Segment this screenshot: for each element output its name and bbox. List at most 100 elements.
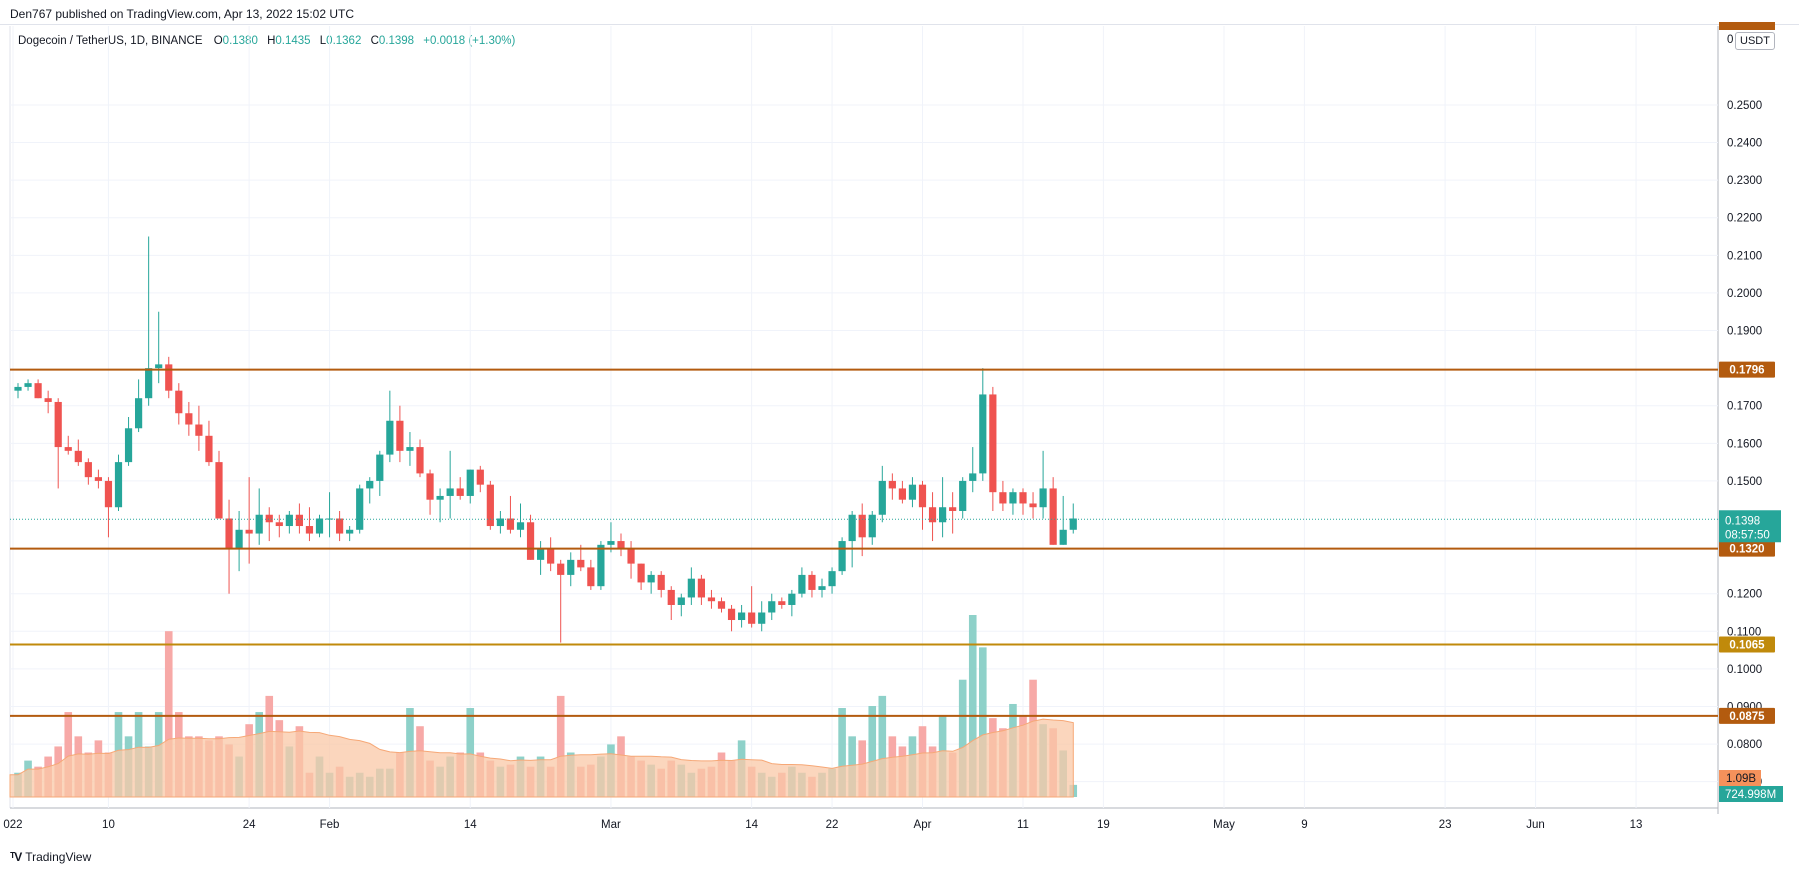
- candle-body: [547, 548, 555, 564]
- y-tick-label: 0.1700: [1727, 401, 1762, 413]
- volume-bar: [64, 712, 73, 797]
- candle-body: [1029, 503, 1037, 508]
- candle-body: [848, 514, 856, 542]
- volume-bar: [838, 708, 846, 797]
- candle-body: [456, 488, 464, 496]
- open-label: O: [213, 35, 223, 47]
- y-tick-label: 0.2400: [1727, 138, 1762, 150]
- candle-body: [617, 541, 625, 549]
- candle-body: [295, 514, 303, 527]
- candle-body: [717, 601, 726, 609]
- y-tick-label: 0.1900: [1727, 326, 1762, 338]
- candle-body: [577, 559, 585, 568]
- y-tick-label: 0.2500: [1727, 100, 1762, 112]
- candle-body: [275, 522, 283, 527]
- volume-last-badge: [1719, 786, 1783, 802]
- change-value: +0.0018 (+1.30%): [423, 35, 516, 47]
- candle-body: [838, 541, 846, 572]
- low-value: 0.1362: [326, 35, 362, 47]
- candle-body: [607, 541, 615, 545]
- last-price-badge: [1719, 510, 1781, 543]
- candle-body: [195, 424, 203, 436]
- candle-body: [557, 563, 565, 575]
- candle-body: [305, 526, 314, 534]
- y-tick-label: 0.2300: [1727, 175, 1762, 187]
- y-tick-label: 0.2000: [1727, 288, 1762, 300]
- x-tick-label: Feb: [320, 819, 340, 831]
- candle-body: [959, 480, 967, 511]
- branding-text: TradingView: [25, 850, 92, 864]
- candle-body: [94, 477, 102, 481]
- tradingview-logo[interactable]: ᵀV TradingView: [10, 850, 91, 864]
- candle-body: [647, 574, 655, 583]
- low-label: L: [319, 35, 327, 47]
- bar-countdown-label: 08:57:50: [1725, 529, 1770, 541]
- candle-body: [1039, 488, 1047, 508]
- y-tick-label-cut: 0: [1727, 34, 1733, 46]
- candle-body: [667, 589, 675, 605]
- candle-body: [1009, 492, 1017, 504]
- candle-body: [175, 390, 183, 414]
- high-label: H: [267, 35, 276, 47]
- level-price-label: 0.1320: [1729, 544, 1764, 556]
- x-tick-label: 24: [243, 819, 256, 831]
- candle-body: [74, 450, 82, 463]
- candle-body: [145, 368, 153, 399]
- candle-body: [587, 567, 595, 587]
- candle-body: [235, 529, 243, 549]
- x-tick-label: Jun: [1526, 819, 1545, 831]
- symbol-name[interactable]: Dogecoin / TetherUS, 1D, BINANCE: [18, 35, 203, 47]
- high-value: 0.1435: [275, 35, 311, 47]
- candle-body: [637, 563, 645, 583]
- x-tick-label: May: [1213, 819, 1235, 831]
- candle-body: [969, 473, 977, 481]
- publisher-line: Den767 published on TradingView.com, Apr…: [10, 7, 355, 21]
- candle-body: [255, 514, 263, 534]
- candle-body: [396, 420, 404, 451]
- candle-body: [979, 394, 987, 474]
- candle-body: [526, 522, 535, 560]
- candle-body: [124, 428, 133, 463]
- volume-bar: [958, 679, 967, 797]
- candle-body: [858, 514, 866, 538]
- candle-body: [436, 495, 444, 500]
- candle-body: [989, 394, 997, 493]
- candle-body: [707, 597, 716, 602]
- tradingview-logo-icon: ᵀV: [10, 850, 22, 864]
- candle-body: [325, 518, 334, 520]
- candle-body: [1059, 529, 1067, 545]
- level-price-label: 0.1796: [1729, 365, 1764, 377]
- candle-body: [64, 447, 72, 451]
- candle-body: [426, 473, 434, 500]
- x-tick-label: 22: [826, 819, 839, 831]
- candle-body: [245, 529, 253, 534]
- level-price-badge: [1719, 540, 1775, 557]
- x-tick-label: 022: [3, 819, 22, 831]
- y-tick-label: 0.1200: [1727, 589, 1762, 601]
- candle-body: [44, 398, 52, 402]
- close-value: 0.1398: [378, 35, 415, 47]
- candle-body: [828, 571, 836, 587]
- candle-body: [697, 578, 705, 598]
- candle-body: [476, 469, 484, 485]
- candle-body: [738, 612, 746, 621]
- volume-ma-label: 1.09B: [1726, 773, 1756, 785]
- volume-moving-average: [9, 718, 1074, 798]
- volume-ma-badge: [1719, 770, 1761, 786]
- x-tick-label: 13: [1630, 819, 1643, 831]
- candle-body: [537, 548, 545, 560]
- candle-body: [165, 364, 173, 391]
- level-price-badge: [1719, 636, 1775, 653]
- currency-button[interactable]: USDT: [1735, 32, 1775, 50]
- close-label: C: [370, 35, 379, 47]
- y-tick-label: 0.0800: [1727, 739, 1762, 751]
- candle-body: [34, 383, 42, 399]
- candle-body: [406, 447, 414, 451]
- volume-bar: [466, 708, 475, 797]
- candle-body: [315, 518, 324, 534]
- candle-body: [104, 480, 113, 508]
- x-tick-label: 10: [102, 819, 115, 831]
- candle-body: [155, 364, 163, 369]
- y-tick-label: 0.2100: [1727, 250, 1762, 262]
